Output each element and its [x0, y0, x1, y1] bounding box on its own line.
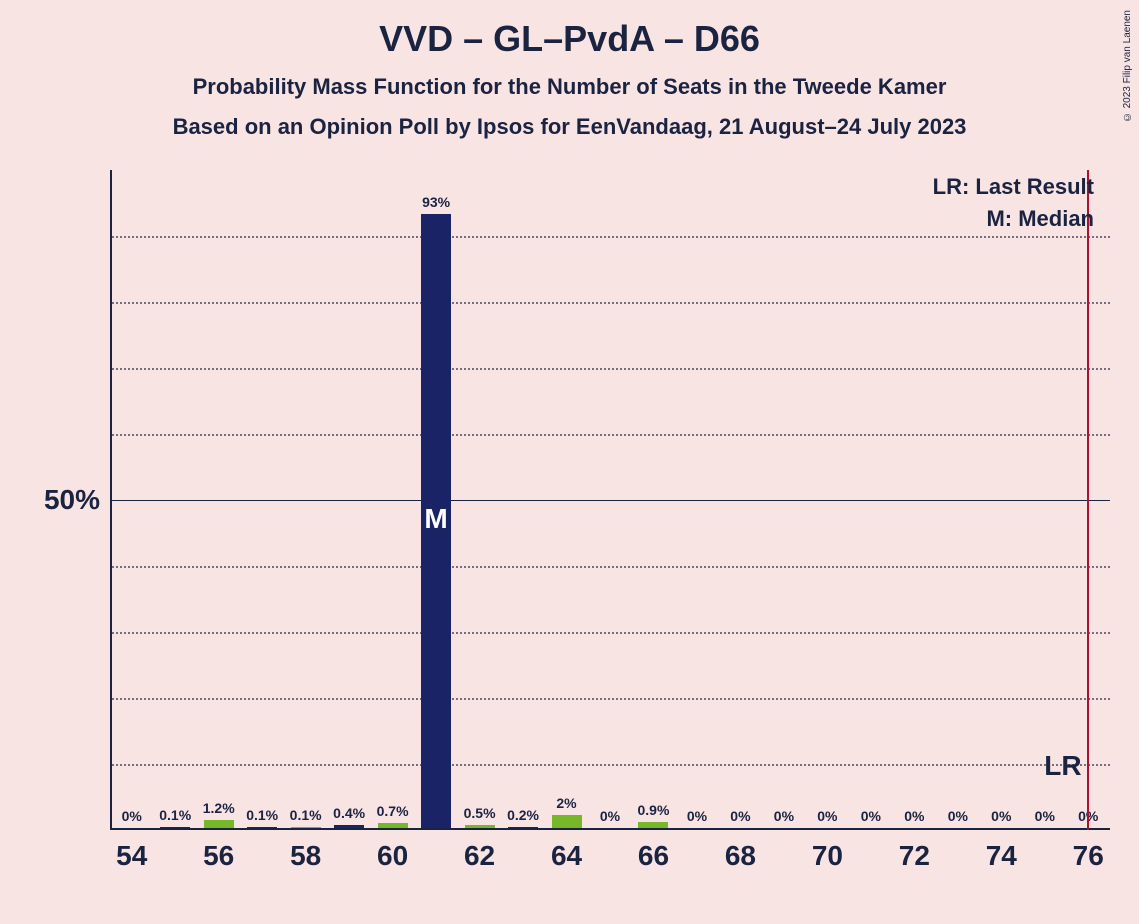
bar: 0.7% — [378, 823, 408, 828]
bar-value-label: 0.1% — [290, 807, 322, 823]
gridline — [112, 368, 1110, 370]
bar-value-label: 0% — [861, 808, 881, 824]
bar-value-label: 0% — [600, 808, 620, 824]
bar-value-label: 0% — [817, 808, 837, 824]
bar-value-label: 0.2% — [507, 807, 539, 823]
chart-plot-area: 50%0%0.1%1.2%0.1%0.1%0.4%0.7%93%M0.5%0.2… — [110, 170, 1110, 830]
x-axis-tick: 62 — [464, 840, 495, 872]
gridline — [112, 632, 1110, 634]
gridline — [112, 698, 1110, 700]
y-axis-label: 50% — [20, 484, 100, 516]
x-axis-tick: 72 — [899, 840, 930, 872]
median-marker: M — [424, 503, 447, 535]
legend-median: M: Median — [986, 206, 1094, 232]
bar-value-label: 0.7% — [377, 803, 409, 819]
legend-last-result: LR: Last Result — [933, 174, 1094, 200]
gridline — [112, 236, 1110, 238]
x-axis-tick: 68 — [725, 840, 756, 872]
bar-value-label: 0% — [991, 808, 1011, 824]
bar-value-label: 0% — [730, 808, 750, 824]
bar-value-label: 0% — [904, 808, 924, 824]
x-axis-tick: 64 — [551, 840, 582, 872]
bar-value-label: 2% — [556, 795, 576, 811]
last-result-marker: LR — [1044, 750, 1081, 782]
x-axis-tick: 54 — [116, 840, 147, 872]
bar-value-label: 0% — [948, 808, 968, 824]
bar: 0.5% — [465, 825, 495, 828]
x-axis-tick: 66 — [638, 840, 669, 872]
x-axis-tick: 56 — [203, 840, 234, 872]
bar-value-label: 0% — [122, 808, 142, 824]
bar-value-label: 0.9% — [638, 802, 670, 818]
bar: 2% — [552, 815, 582, 828]
x-axis-tick: 74 — [986, 840, 1017, 872]
chart-subtitle-1: Probability Mass Function for the Number… — [0, 74, 1139, 100]
bar-value-label: 1.2% — [203, 800, 235, 816]
bar: 0.1% — [247, 827, 277, 828]
bar: 0.1% — [291, 827, 321, 828]
copyright-text: © 2023 Filip van Laenen — [1122, 10, 1133, 122]
x-axis-tick: 60 — [377, 840, 408, 872]
bar-value-label: 0.4% — [333, 805, 365, 821]
bar-value-label: 0.1% — [159, 807, 191, 823]
last-result-line — [1087, 170, 1089, 830]
bar: 0.1% — [160, 827, 190, 828]
gridline — [112, 302, 1110, 304]
bar: 0.4% — [334, 825, 364, 828]
x-axis — [110, 828, 1110, 830]
gridline — [112, 434, 1110, 436]
bar: 93%M — [421, 214, 451, 828]
gridline — [112, 764, 1110, 766]
x-axis-tick: 76 — [1073, 840, 1104, 872]
chart-subtitle-2: Based on an Opinion Poll by Ipsos for Ee… — [0, 114, 1139, 140]
bar-value-label: 0% — [1035, 808, 1055, 824]
bar-value-label: 0.5% — [464, 805, 496, 821]
bar-value-label: 0% — [687, 808, 707, 824]
gridline — [112, 566, 1110, 568]
x-axis-tick: 58 — [290, 840, 321, 872]
x-axis-tick: 70 — [812, 840, 843, 872]
bar: 0.9% — [638, 822, 668, 828]
bar: 0.2% — [508, 827, 538, 828]
bar: 1.2% — [204, 820, 234, 828]
bar-value-label: 0.1% — [246, 807, 278, 823]
gridline — [112, 500, 1110, 501]
chart-title: VVD – GL–PvdA – D66 — [0, 0, 1139, 60]
bar-value-label: 0% — [774, 808, 794, 824]
bar-value-label: 93% — [422, 194, 450, 210]
